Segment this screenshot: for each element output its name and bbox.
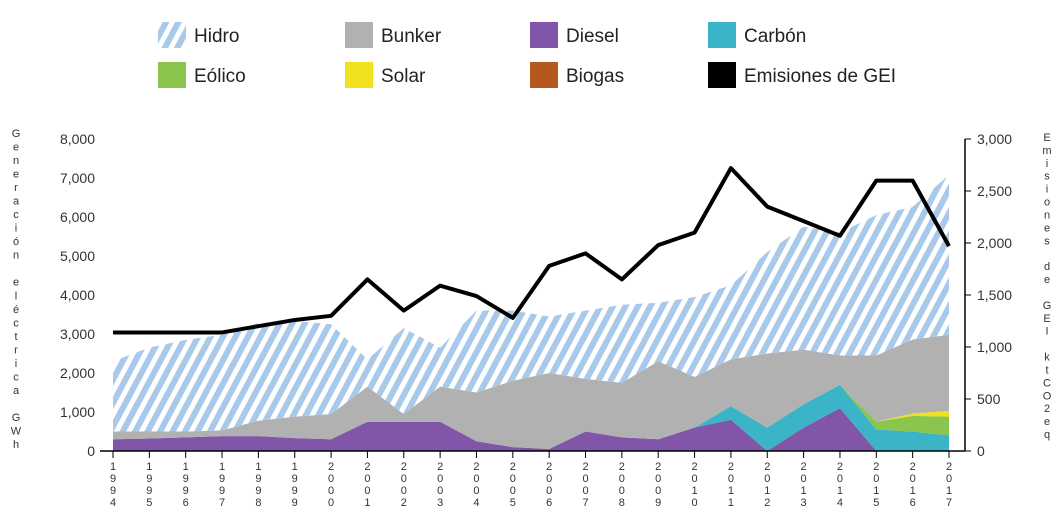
axes: 0 1,000 2,000 3,000 4,000 5,000 6,000 7,000 8,00… bbox=[11, 128, 1052, 506]
right-tick-label: 500 bbox=[977, 391, 1001, 407]
legend-label-biogas: Biogas bbox=[566, 66, 624, 87]
right-tick-label: 1,500 bbox=[977, 287, 1012, 303]
area-diesel bbox=[113, 408, 949, 451]
right-tick-label: 0 bbox=[977, 443, 985, 459]
right-tick-label: 3,000 bbox=[977, 131, 1012, 147]
right-tick-label: 2,500 bbox=[977, 183, 1012, 199]
left-tick-label: 2,000 bbox=[60, 365, 95, 381]
left-tick-label: 5,000 bbox=[60, 248, 95, 264]
legend-swatch-bunker bbox=[345, 22, 373, 48]
legend-swatch-biogas bbox=[530, 62, 558, 88]
legend-label-carbon: Carbón bbox=[744, 26, 806, 47]
left-tick-label: 0 bbox=[87, 443, 95, 459]
legend-label-bunker: Bunker bbox=[381, 26, 442, 47]
legend-label-emisiones-de-gei: Emisiones de GEI bbox=[744, 66, 896, 87]
right-tick-label: 2,000 bbox=[977, 235, 1012, 251]
legend-label-diesel: Diesel bbox=[566, 26, 619, 47]
left-tick-label: 7,000 bbox=[60, 170, 95, 186]
legend-swatch-diesel bbox=[530, 22, 558, 48]
right-tick-label: 1,000 bbox=[977, 339, 1012, 355]
legend-swatch-carbon bbox=[708, 22, 736, 48]
legend-label-hidro: Hidro bbox=[194, 26, 239, 47]
legend-label-eolico: Eólico bbox=[194, 66, 246, 87]
legend-swatch-hidro bbox=[158, 22, 186, 48]
plot-area bbox=[113, 166, 951, 451]
left-tick-label: 4,000 bbox=[60, 287, 95, 303]
legend-swatch-emisiones-de-gei bbox=[708, 62, 736, 88]
left-tick-label: 1,000 bbox=[60, 404, 95, 420]
legend-label-solar: Solar bbox=[381, 66, 426, 87]
left-tick-label: 8,000 bbox=[60, 131, 95, 147]
line-emisiones-de-gei bbox=[113, 166, 951, 335]
left-tick-label: 6,000 bbox=[60, 209, 95, 225]
legend: Hidro Bunker Diesel Carbón Eólico Solar Biogas… bbox=[158, 22, 896, 88]
legend-swatch-eolico bbox=[158, 62, 186, 88]
left-tick-label: 3,000 bbox=[60, 326, 95, 342]
legend-swatch-solar bbox=[345, 62, 373, 88]
area-bunker bbox=[113, 334, 949, 450]
area-hidro bbox=[113, 174, 949, 432]
